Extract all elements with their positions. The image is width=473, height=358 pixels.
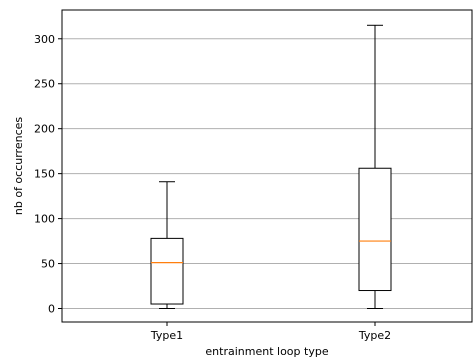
iqr-box-type2: [358, 167, 392, 292]
x-tick-label-type2: Type2: [358, 329, 391, 342]
y-tick-label-100: 100: [34, 213, 55, 226]
y-tick-label-0: 0: [48, 303, 55, 316]
iqr-box-type1: [150, 237, 184, 305]
grid-layer: [62, 38, 472, 310]
box-type1: [150, 181, 184, 310]
y-axis-ticks: 0 50 100 150 200 250 300: [34, 33, 62, 316]
box-type2: [358, 24, 392, 310]
y-axis-label: nb of occurrences: [12, 117, 25, 216]
y-tick-label-300: 300: [34, 33, 55, 46]
y-tick-label-250: 250: [34, 78, 55, 91]
y-tick-label-150: 150: [34, 168, 55, 181]
x-tick-label-type1: Type1: [150, 329, 183, 342]
x-axis-label: entrainment loop type: [205, 345, 328, 358]
y-tick-label-50: 50: [41, 258, 55, 271]
x-axis-ticks: Type1 Type2: [150, 322, 391, 342]
y-tick-label-200: 200: [34, 123, 55, 136]
plot-frame: [61, 9, 473, 323]
box-layer: [150, 24, 392, 310]
